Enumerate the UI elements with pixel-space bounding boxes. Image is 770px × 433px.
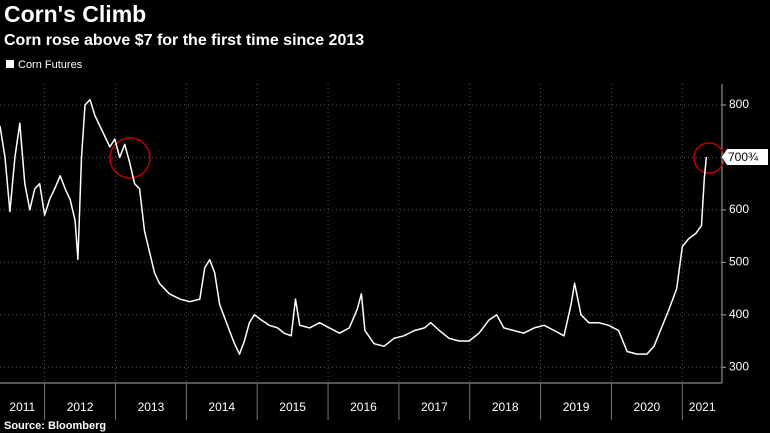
- legend-label: Corn Futures: [18, 59, 83, 71]
- current-value-label: 700¾: [728, 150, 759, 164]
- x-tick-label: 2018: [492, 400, 519, 414]
- x-tick-label: 2017: [421, 400, 448, 414]
- x-tick-label: 2020: [634, 400, 661, 414]
- x-tick-label: 2014: [208, 400, 235, 414]
- y-tick-label: 800: [729, 97, 749, 111]
- price-line: [0, 98, 708, 355]
- x-tick-label: 2012: [67, 400, 94, 414]
- y-tick-label: 400: [729, 307, 749, 321]
- chart-title: Corn's Climb: [4, 1, 146, 27]
- highlight-circle: [109, 137, 151, 179]
- legend-swatch: [6, 60, 14, 68]
- x-tick-label: 2011: [9, 400, 35, 414]
- x-tick-label: 2021: [689, 400, 716, 414]
- highlight-circle: [693, 142, 725, 174]
- x-tick-label: 2016: [350, 400, 377, 414]
- x-tick-label: 2015: [279, 400, 306, 414]
- y-tick-label: 300: [729, 359, 749, 373]
- y-tick-label: 600: [729, 202, 749, 216]
- chart-subtitle: Corn rose above $7 for the first time si…: [4, 32, 364, 49]
- x-tick-label: 2019: [563, 400, 590, 414]
- source: Source: Bloomberg: [4, 420, 106, 432]
- y-tick-label: 500: [729, 255, 749, 269]
- current-value-tag: [722, 149, 768, 166]
- x-tick-label: 2013: [138, 400, 165, 414]
